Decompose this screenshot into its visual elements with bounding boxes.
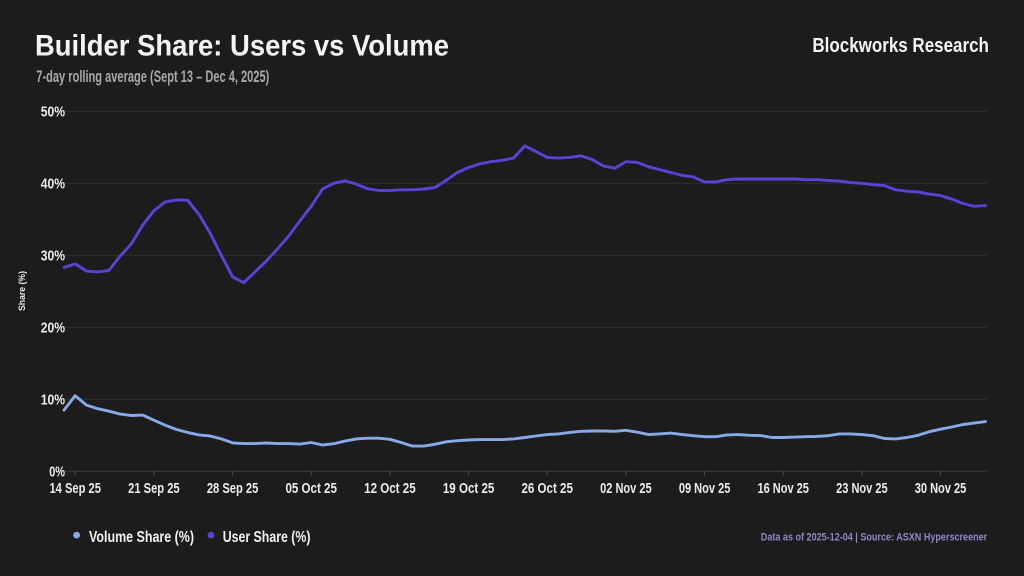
svg-text:28 Sep 25: 28 Sep 25 [207,481,259,497]
svg-text:20%: 20% [41,321,65,337]
svg-text:21 Sep 25: 21 Sep 25 [128,481,180,497]
svg-text:02 Nov 25: 02 Nov 25 [600,481,652,497]
svg-text:23 Nov 25: 23 Nov 25 [836,481,888,497]
svg-text:Builder Share: Users vs Volume: Builder Share: Users vs Volume [35,30,449,63]
svg-text:09 Nov 25: 09 Nov 25 [679,481,731,497]
svg-text:12 Oct 25: 12 Oct 25 [364,481,416,497]
svg-text:30 Nov 25: 30 Nov 25 [915,481,967,497]
svg-text:Share (%): Share (%) [17,271,27,311]
svg-text:19 Oct 25: 19 Oct 25 [443,481,495,497]
svg-text:Volume Share (%): Volume Share (%) [89,529,194,546]
svg-text:14 Sep 25: 14 Sep 25 [49,481,101,497]
svg-text:40%: 40% [41,177,65,193]
svg-text:10%: 10% [41,393,65,409]
svg-text:Blockworks Research: Blockworks Research [812,34,989,57]
svg-text:7-day rolling average (Sept 13: 7-day rolling average (Sept 13 – Dec 4, … [36,68,269,86]
svg-text:50%: 50% [41,105,65,121]
svg-text:05 Oct 25: 05 Oct 25 [285,481,337,497]
svg-text:16 Nov 25: 16 Nov 25 [757,481,809,497]
svg-text:0%: 0% [49,465,65,481]
svg-text:30%: 30% [41,249,65,265]
svg-text:User Share (%): User Share (%) [223,529,311,546]
svg-text:26 Oct 25: 26 Oct 25 [521,481,573,497]
svg-text:Data as of 2025-12-04 | Source: Data as of 2025-12-04 | Source: ASXN Hyp… [761,531,988,543]
